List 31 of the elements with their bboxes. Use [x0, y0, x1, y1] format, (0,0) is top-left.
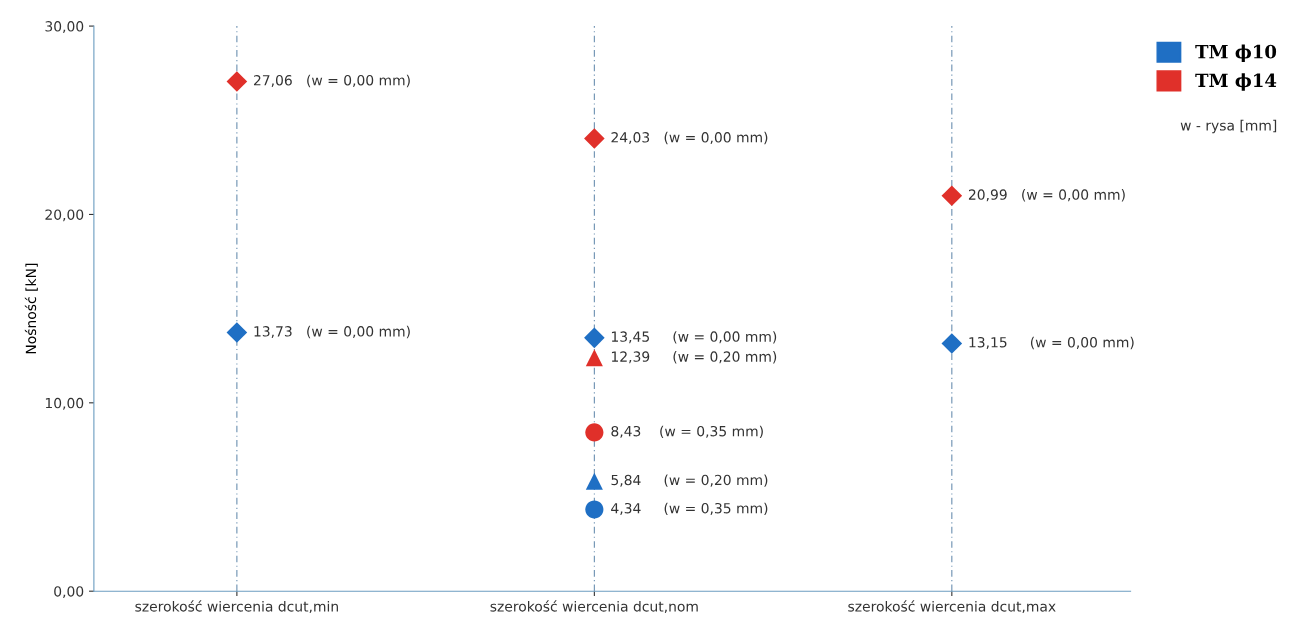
y-axis-title: Nośność [kN]: [24, 263, 38, 354]
data-label: 13,73 (w = 0,00 mm): [254, 325, 410, 339]
point: [941, 185, 963, 207]
data-label: 24,03 (w = 0,00 mm): [611, 131, 768, 145]
y-tick-label: 20,00: [45, 209, 84, 222]
y-tick-label: 10,00: [45, 397, 84, 410]
x-tick-label: szerokość wiercenia dcut,nom: [490, 600, 698, 614]
data-label: 27,06 (w = 0,00 mm): [253, 74, 410, 88]
text: w - rysa [mm]: [1180, 119, 1277, 134]
y-tick-label: 30,00: [45, 21, 84, 33]
y-tick-label: 0,00: [54, 586, 84, 599]
point: [584, 327, 605, 349]
data-label: 20,99 (w = 0,00 mm): [968, 189, 1125, 202]
point: [585, 472, 603, 490]
legend-label: TM ϕ14: [1195, 73, 1277, 91]
point: [226, 71, 248, 92]
x-tick-label: szerokość wiercenia dcut,min: [135, 600, 338, 614]
point: [226, 322, 248, 343]
legend-label: TM ϕ10: [1195, 44, 1277, 62]
data-label: 8,43 (w = 0,35 mm): [611, 425, 763, 439]
data-label: 13,15 (w = 0,00 mm): [969, 336, 1134, 350]
point: [584, 128, 605, 149]
point: [941, 333, 963, 354]
point: [585, 349, 603, 367]
x-tick-label: szerokość wiercenia dcut,max: [848, 600, 1056, 614]
data-label: 4,34 (w = 0,35 mm): [611, 502, 768, 516]
data-label: 12,39 (w = 0,20 mm): [611, 351, 777, 364]
data-label: 13,45 (w = 0,00 mm): [611, 331, 777, 344]
point: [585, 423, 604, 442]
point: [585, 500, 604, 519]
data-label: 5,84 (w = 0,20 mm): [611, 474, 768, 487]
